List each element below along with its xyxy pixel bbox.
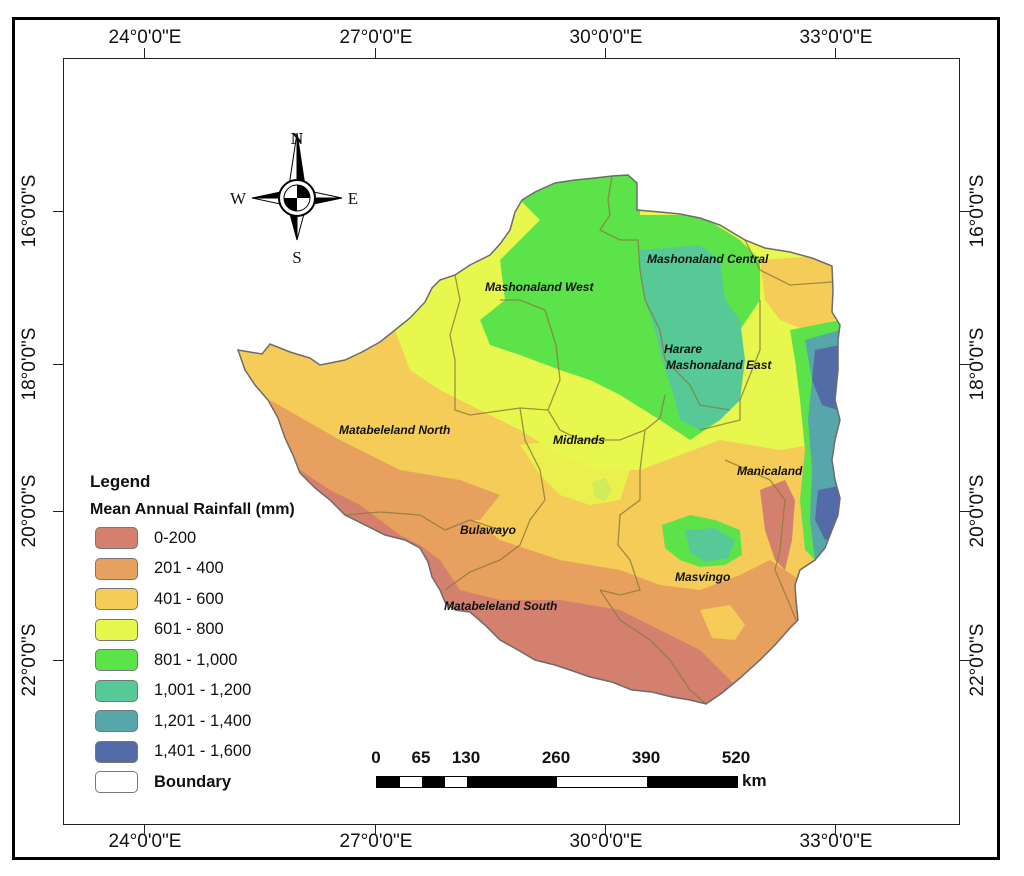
legend-label: 401 - 600 bbox=[154, 589, 224, 608]
north-arrow-compass bbox=[251, 132, 343, 241]
tick-mark bbox=[960, 660, 970, 661]
map-legend: Legend Mean Annual Rainfall (mm) 0-200 2… bbox=[90, 472, 295, 798]
tick-mark bbox=[53, 660, 63, 661]
compass-south-label: S bbox=[292, 248, 302, 267]
legend-label: 1,201 - 1,400 bbox=[154, 711, 252, 730]
legend-item: 1,001 - 1,200 bbox=[90, 676, 295, 707]
tick-mark bbox=[605, 48, 606, 58]
scale-label: 0 bbox=[371, 748, 381, 767]
legend-item: 801 - 1,000 bbox=[90, 645, 295, 676]
tick-mark bbox=[53, 511, 63, 512]
legend-swatch-boundary bbox=[95, 771, 138, 794]
legend-item: 601 - 800 bbox=[90, 615, 295, 646]
lon-label-top-24: 24°0'0"E bbox=[108, 27, 182, 48]
lon-label-bottom-27: 27°0'0"E bbox=[339, 831, 413, 852]
scale-segment bbox=[647, 777, 737, 787]
province-label-harare: Harare bbox=[664, 342, 703, 356]
province-boundaries bbox=[344, 175, 833, 705]
scale-segment bbox=[422, 777, 445, 787]
legend-label: Boundary bbox=[154, 772, 232, 791]
province-label-mashonaland-west: Mashonaland West bbox=[485, 280, 594, 294]
legend-item: Boundary bbox=[90, 767, 295, 798]
tick-mark bbox=[53, 364, 63, 365]
scale-segment bbox=[445, 777, 467, 787]
tick-mark bbox=[53, 211, 63, 212]
legend-item: 201 - 400 bbox=[90, 554, 295, 585]
legend-swatch-1401-1600 bbox=[95, 740, 138, 763]
legend-item: 1,201 - 1,400 bbox=[90, 706, 295, 737]
legend-label: 1,001 - 1,200 bbox=[154, 681, 252, 700]
tick-mark bbox=[144, 825, 145, 835]
lon-label-bottom-30: 30°0'0"E bbox=[569, 831, 643, 852]
legend-swatch-1001-1200 bbox=[95, 679, 138, 702]
tick-mark bbox=[960, 511, 970, 512]
province-label-mashonaland-east: Mashonaland East bbox=[666, 358, 772, 372]
province-label-masvingo: Masvingo bbox=[675, 570, 731, 584]
legend-title: Legend bbox=[90, 472, 151, 491]
legend-label: 801 - 1,000 bbox=[154, 650, 238, 669]
tick-mark bbox=[605, 825, 606, 835]
legend-swatch-0-200 bbox=[95, 527, 138, 550]
legend-swatch-1201-1400 bbox=[95, 710, 138, 733]
scale-segment bbox=[400, 777, 422, 787]
compass-east-label: E bbox=[347, 189, 359, 208]
lon-label-top-27: 27°0'0"E bbox=[339, 27, 413, 48]
tick-mark bbox=[835, 48, 836, 58]
province-label-manicaland: Manicaland bbox=[737, 464, 803, 478]
legend-item: 1,401 - 1,600 bbox=[90, 737, 295, 768]
tick-mark bbox=[144, 48, 145, 58]
tick-mark bbox=[835, 825, 836, 835]
tick-mark bbox=[960, 211, 970, 212]
province-label-mashonaland-central: Mashonaland Central bbox=[647, 252, 769, 266]
scale-segment bbox=[377, 777, 400, 787]
legend-item: 0-200 bbox=[90, 523, 295, 554]
scale-segment bbox=[467, 777, 557, 787]
legend-label: 601 - 800 bbox=[154, 620, 224, 639]
legend-swatch-401-600 bbox=[95, 588, 138, 611]
scale-label: 130 bbox=[451, 748, 481, 767]
scale-segment bbox=[557, 777, 647, 787]
legend-item: 401 - 600 bbox=[90, 584, 295, 615]
tick-mark bbox=[375, 825, 376, 835]
province-label-bulawayo: Bulawayo bbox=[460, 523, 517, 537]
province-label-matabeleland-south: Matabeleland South bbox=[444, 599, 558, 613]
map-neatline bbox=[63, 58, 960, 825]
scale-label: 390 bbox=[631, 748, 661, 767]
lon-label-bottom-24: 24°0'0"E bbox=[108, 831, 182, 852]
legend-label: 201 - 400 bbox=[154, 559, 224, 578]
scale-unit: km bbox=[742, 771, 767, 790]
legend-swatch-601-800 bbox=[95, 618, 138, 641]
legend-swatch-801-1000 bbox=[95, 649, 138, 672]
compass-west-label: W bbox=[229, 189, 247, 208]
scale-label: 520 bbox=[721, 748, 751, 767]
province-label-matabeleland-north: Matabeleland North bbox=[339, 423, 451, 437]
legend-subtitle: Mean Annual Rainfall (mm) bbox=[90, 501, 295, 518]
lon-label-top-30: 30°0'0"E bbox=[569, 27, 643, 48]
rainfall-zones bbox=[238, 175, 840, 704]
legend-swatch-201-400 bbox=[95, 557, 138, 580]
outer-frame bbox=[12, 17, 1000, 860]
compass-north-label: N bbox=[290, 129, 304, 148]
legend-label: 1,401 - 1,600 bbox=[154, 742, 252, 761]
legend-label: 0-200 bbox=[154, 528, 197, 547]
lon-label-top-33: 33°0'0"E bbox=[799, 27, 873, 48]
lon-label-bottom-33: 33°0'0"E bbox=[799, 831, 873, 852]
tick-mark bbox=[960, 364, 970, 365]
province-label-midlands: Midlands bbox=[553, 433, 606, 447]
scale-label: 260 bbox=[541, 748, 571, 767]
scale-bar-segments bbox=[376, 776, 738, 788]
tick-mark bbox=[375, 48, 376, 58]
scale-label: 65 bbox=[411, 748, 431, 767]
